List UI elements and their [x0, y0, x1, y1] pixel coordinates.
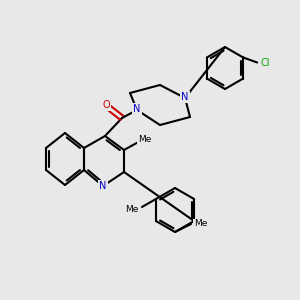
Text: N: N — [99, 181, 107, 191]
Text: Me: Me — [194, 220, 207, 229]
Text: Me: Me — [126, 205, 139, 214]
Text: Cl: Cl — [260, 58, 270, 68]
Text: O: O — [102, 100, 110, 110]
Text: Me: Me — [138, 134, 152, 143]
Text: N: N — [181, 92, 189, 102]
Text: N: N — [133, 104, 141, 114]
